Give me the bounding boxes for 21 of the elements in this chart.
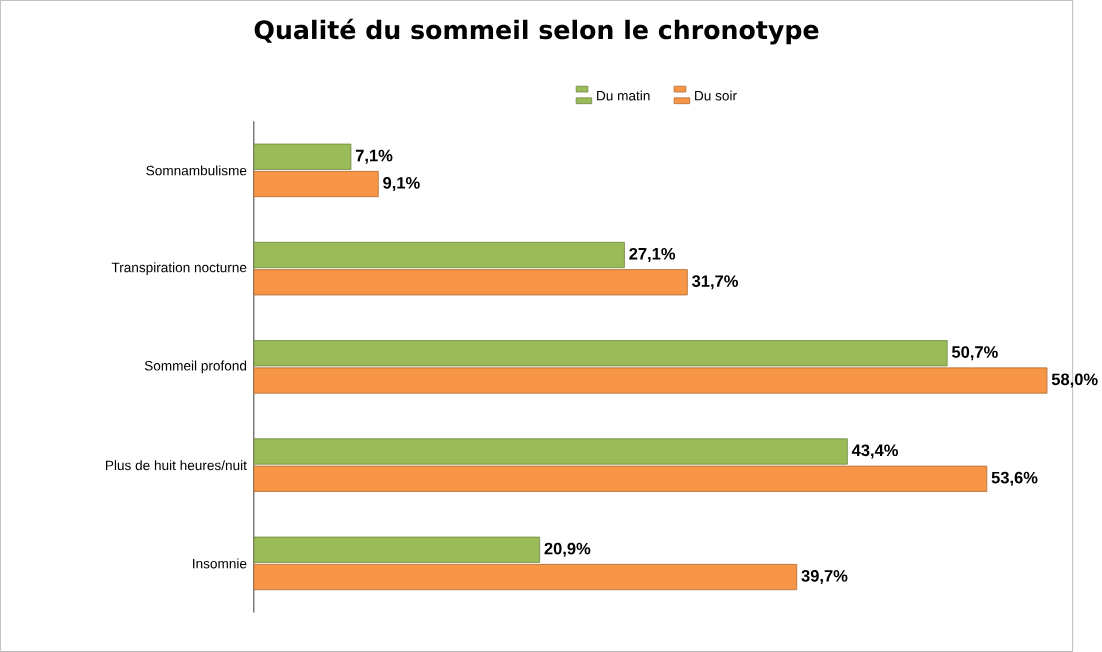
bar <box>253 564 798 591</box>
bar <box>253 269 688 296</box>
data-label: 58,0% <box>1051 373 1098 388</box>
bar <box>253 536 541 563</box>
bar <box>253 241 625 269</box>
data-label: 43,4% <box>851 444 899 459</box>
bar <box>253 143 352 170</box>
data-label: 53,6% <box>991 471 1038 486</box>
bar <box>253 465 988 492</box>
bar <box>253 340 948 367</box>
bar <box>253 367 1048 394</box>
data-label: 50,7% <box>951 346 998 361</box>
data-label: 39,7% <box>801 570 848 585</box>
data-label: 9,1% <box>383 177 420 192</box>
chart-title: Qualité du sommeil selon le chronotype <box>254 18 819 45</box>
data-label: 31,7% <box>692 275 739 290</box>
data-label: 7,1% <box>355 149 393 164</box>
bar <box>253 171 379 198</box>
bar <box>253 438 848 465</box>
data-label: 27,1% <box>629 247 676 263</box>
data-label: 20,9% <box>544 542 591 557</box>
